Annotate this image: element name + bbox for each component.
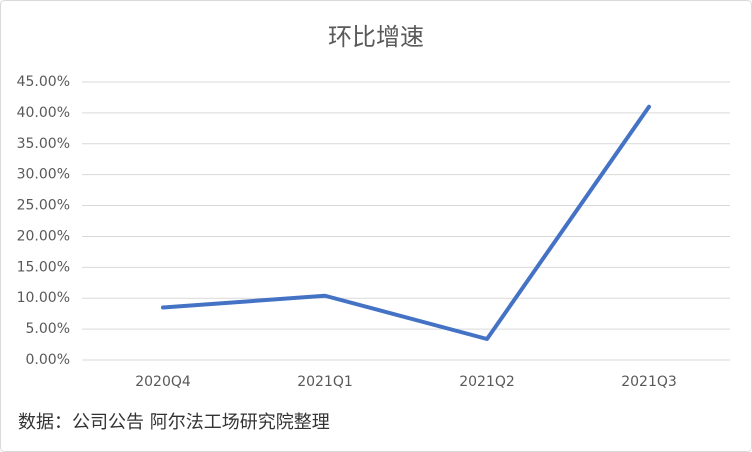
x-tick-label: 2021Q3 (621, 374, 677, 390)
y-tick-label: 25.00% (17, 198, 70, 214)
chart-title: 环比增速 (328, 23, 424, 51)
y-tick-label: 35.00% (17, 136, 70, 152)
y-tick-label: 5.00% (26, 321, 70, 337)
y-tick-label: 30.00% (17, 167, 70, 183)
x-tick-label: 2021Q1 (297, 374, 353, 390)
y-tick-label: 40.00% (17, 105, 70, 121)
y-tick-label: 15.00% (17, 259, 70, 275)
x-tick-label: 2020Q4 (135, 374, 191, 390)
x-tick-label: 2021Q2 (459, 374, 515, 390)
source-note: 数据：公司公告 阿尔法工场研究院整理 (18, 412, 330, 433)
y-tick-label: 0.00% (26, 352, 70, 368)
y-tick-label: 45.00% (17, 74, 70, 90)
line-series (161, 104, 651, 341)
y-tick-label: 10.00% (17, 290, 70, 306)
y-tick-label: 20.00% (17, 228, 70, 244)
